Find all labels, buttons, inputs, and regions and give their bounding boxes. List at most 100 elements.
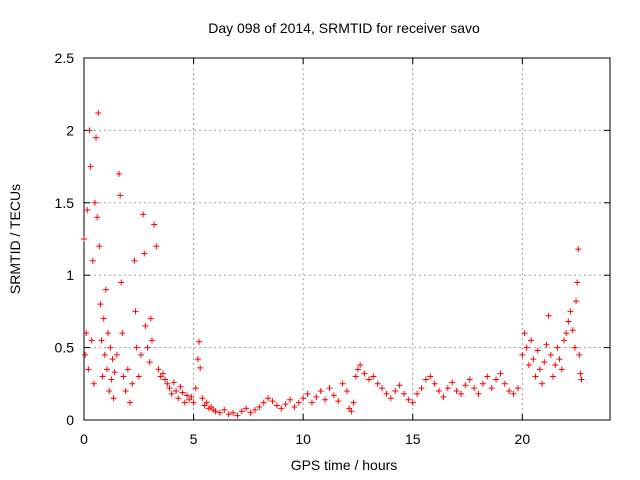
y-tick-label: 1.5	[55, 195, 75, 211]
data-point	[571, 344, 578, 351]
data-point	[444, 385, 451, 392]
data-point	[547, 351, 554, 358]
data-point	[107, 344, 114, 351]
data-point	[238, 408, 245, 415]
data-point	[479, 380, 486, 387]
data-point	[365, 376, 372, 383]
data-point	[278, 405, 285, 412]
data-point	[396, 382, 403, 389]
data-point	[188, 393, 195, 400]
data-point	[528, 337, 535, 344]
y-tick-label: 0	[66, 412, 74, 428]
data-point	[230, 409, 237, 416]
data-point	[93, 134, 100, 141]
data-point	[265, 395, 272, 402]
data-point	[133, 344, 140, 351]
x-tick-label: 20	[515, 431, 531, 447]
data-point	[155, 366, 162, 373]
data-point	[339, 380, 346, 387]
data-point	[322, 396, 329, 403]
data-point	[350, 399, 357, 406]
data-point	[304, 390, 311, 397]
data-point	[392, 388, 399, 395]
data-point	[141, 250, 148, 257]
data-point	[488, 385, 495, 392]
data-point	[405, 396, 412, 403]
data-point	[113, 351, 120, 358]
data-point	[90, 380, 97, 387]
data-point	[510, 390, 517, 397]
data-point	[556, 356, 563, 363]
chart-title: Day 098 of 2014, SRMTID for receiver sav…	[208, 20, 480, 36]
data-point	[151, 221, 158, 228]
y-tick-label: 0.5	[55, 340, 75, 356]
data-point	[181, 399, 188, 406]
data-point	[88, 337, 95, 344]
data-point	[578, 376, 585, 383]
data-point	[260, 399, 267, 406]
data-point	[541, 359, 548, 366]
data-point	[98, 337, 105, 344]
data-point	[192, 385, 199, 392]
data-point	[95, 110, 102, 117]
data-point	[120, 373, 127, 380]
data-point	[573, 298, 580, 305]
data-point	[84, 207, 91, 214]
data-point	[344, 388, 350, 395]
data-point	[560, 337, 567, 344]
data-point	[89, 257, 96, 264]
data-point	[212, 408, 219, 415]
data-point	[374, 380, 381, 387]
data-point	[361, 370, 368, 377]
data-point	[197, 364, 204, 371]
data-point	[117, 192, 124, 199]
data-point	[179, 389, 186, 396]
data-point	[370, 373, 377, 380]
data-point	[313, 393, 320, 400]
data-point	[104, 366, 111, 373]
data-point	[427, 373, 434, 380]
data-point	[234, 412, 241, 419]
data-point	[383, 390, 390, 397]
data-point	[116, 170, 123, 177]
data-point	[256, 403, 263, 410]
data-point	[108, 376, 115, 383]
data-point	[525, 361, 532, 368]
data-point	[440, 393, 447, 400]
data-point	[127, 399, 134, 406]
data-point	[147, 315, 154, 322]
data-point	[552, 361, 559, 368]
data-point	[575, 246, 582, 253]
data-point	[144, 344, 151, 351]
data-point	[99, 373, 106, 380]
data-point	[91, 199, 98, 206]
data-point	[132, 308, 139, 315]
data-point	[300, 395, 307, 402]
data-point	[565, 318, 572, 325]
data-point	[159, 370, 166, 377]
data-point	[140, 211, 147, 218]
data-point	[308, 399, 315, 406]
y-tick-label: 2.5	[55, 50, 75, 66]
data-point	[269, 398, 276, 405]
data-point	[567, 308, 574, 315]
data-point	[291, 403, 298, 410]
data-point	[247, 409, 254, 416]
data-point	[352, 373, 359, 380]
data-point	[484, 373, 491, 380]
x-tick-label: 5	[190, 431, 198, 447]
data-point	[96, 243, 103, 250]
data-point	[577, 370, 584, 377]
data-point	[86, 127, 93, 134]
data-point	[102, 286, 109, 293]
data-point	[83, 330, 90, 337]
data-point	[85, 366, 92, 373]
data-point	[453, 388, 460, 395]
data-point	[576, 351, 583, 358]
data-point	[409, 399, 416, 406]
data-point	[111, 369, 118, 376]
x-tick-label: 15	[405, 431, 421, 447]
data-point	[569, 327, 576, 334]
data-point	[243, 405, 250, 412]
